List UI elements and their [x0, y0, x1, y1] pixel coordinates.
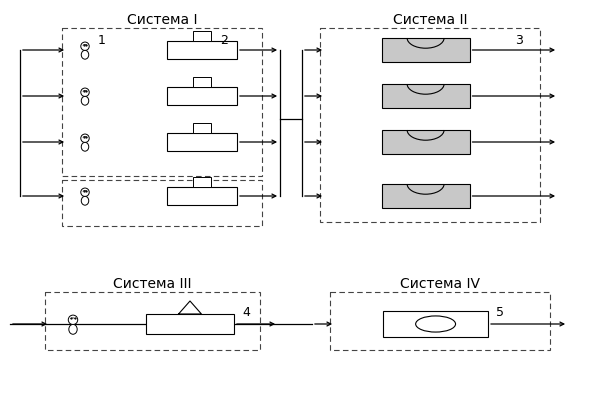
- Text: 1: 1: [98, 34, 106, 47]
- Text: 4: 4: [242, 306, 250, 319]
- Circle shape: [81, 88, 89, 96]
- Bar: [320, 28, 540, 222]
- Bar: [167, 87, 237, 105]
- Bar: [382, 184, 470, 208]
- Bar: [167, 187, 237, 205]
- Bar: [146, 314, 234, 334]
- Text: 2: 2: [220, 34, 228, 47]
- Bar: [167, 133, 237, 151]
- Ellipse shape: [69, 324, 77, 334]
- Text: Система IV: Система IV: [400, 277, 480, 291]
- Ellipse shape: [81, 196, 89, 205]
- Bar: [193, 77, 211, 87]
- Bar: [382, 130, 470, 154]
- Text: 5: 5: [496, 306, 504, 319]
- Text: Система II: Система II: [393, 13, 467, 27]
- Ellipse shape: [81, 142, 89, 151]
- Bar: [193, 31, 211, 41]
- Circle shape: [68, 315, 78, 324]
- Circle shape: [81, 188, 89, 197]
- Bar: [382, 38, 470, 62]
- Ellipse shape: [81, 96, 89, 105]
- Bar: [382, 84, 470, 108]
- Text: Система I: Система I: [127, 13, 197, 27]
- Bar: [193, 177, 211, 187]
- Bar: [383, 311, 488, 337]
- Bar: [167, 41, 237, 59]
- Bar: [62, 28, 262, 176]
- Ellipse shape: [81, 50, 89, 59]
- Bar: [330, 292, 550, 350]
- Text: 3: 3: [515, 34, 523, 47]
- Bar: [193, 123, 211, 133]
- Circle shape: [81, 134, 89, 142]
- Circle shape: [81, 42, 89, 51]
- Ellipse shape: [416, 316, 455, 332]
- Bar: [62, 180, 262, 226]
- Text: Система III: Система III: [113, 277, 192, 291]
- Bar: [45, 292, 260, 350]
